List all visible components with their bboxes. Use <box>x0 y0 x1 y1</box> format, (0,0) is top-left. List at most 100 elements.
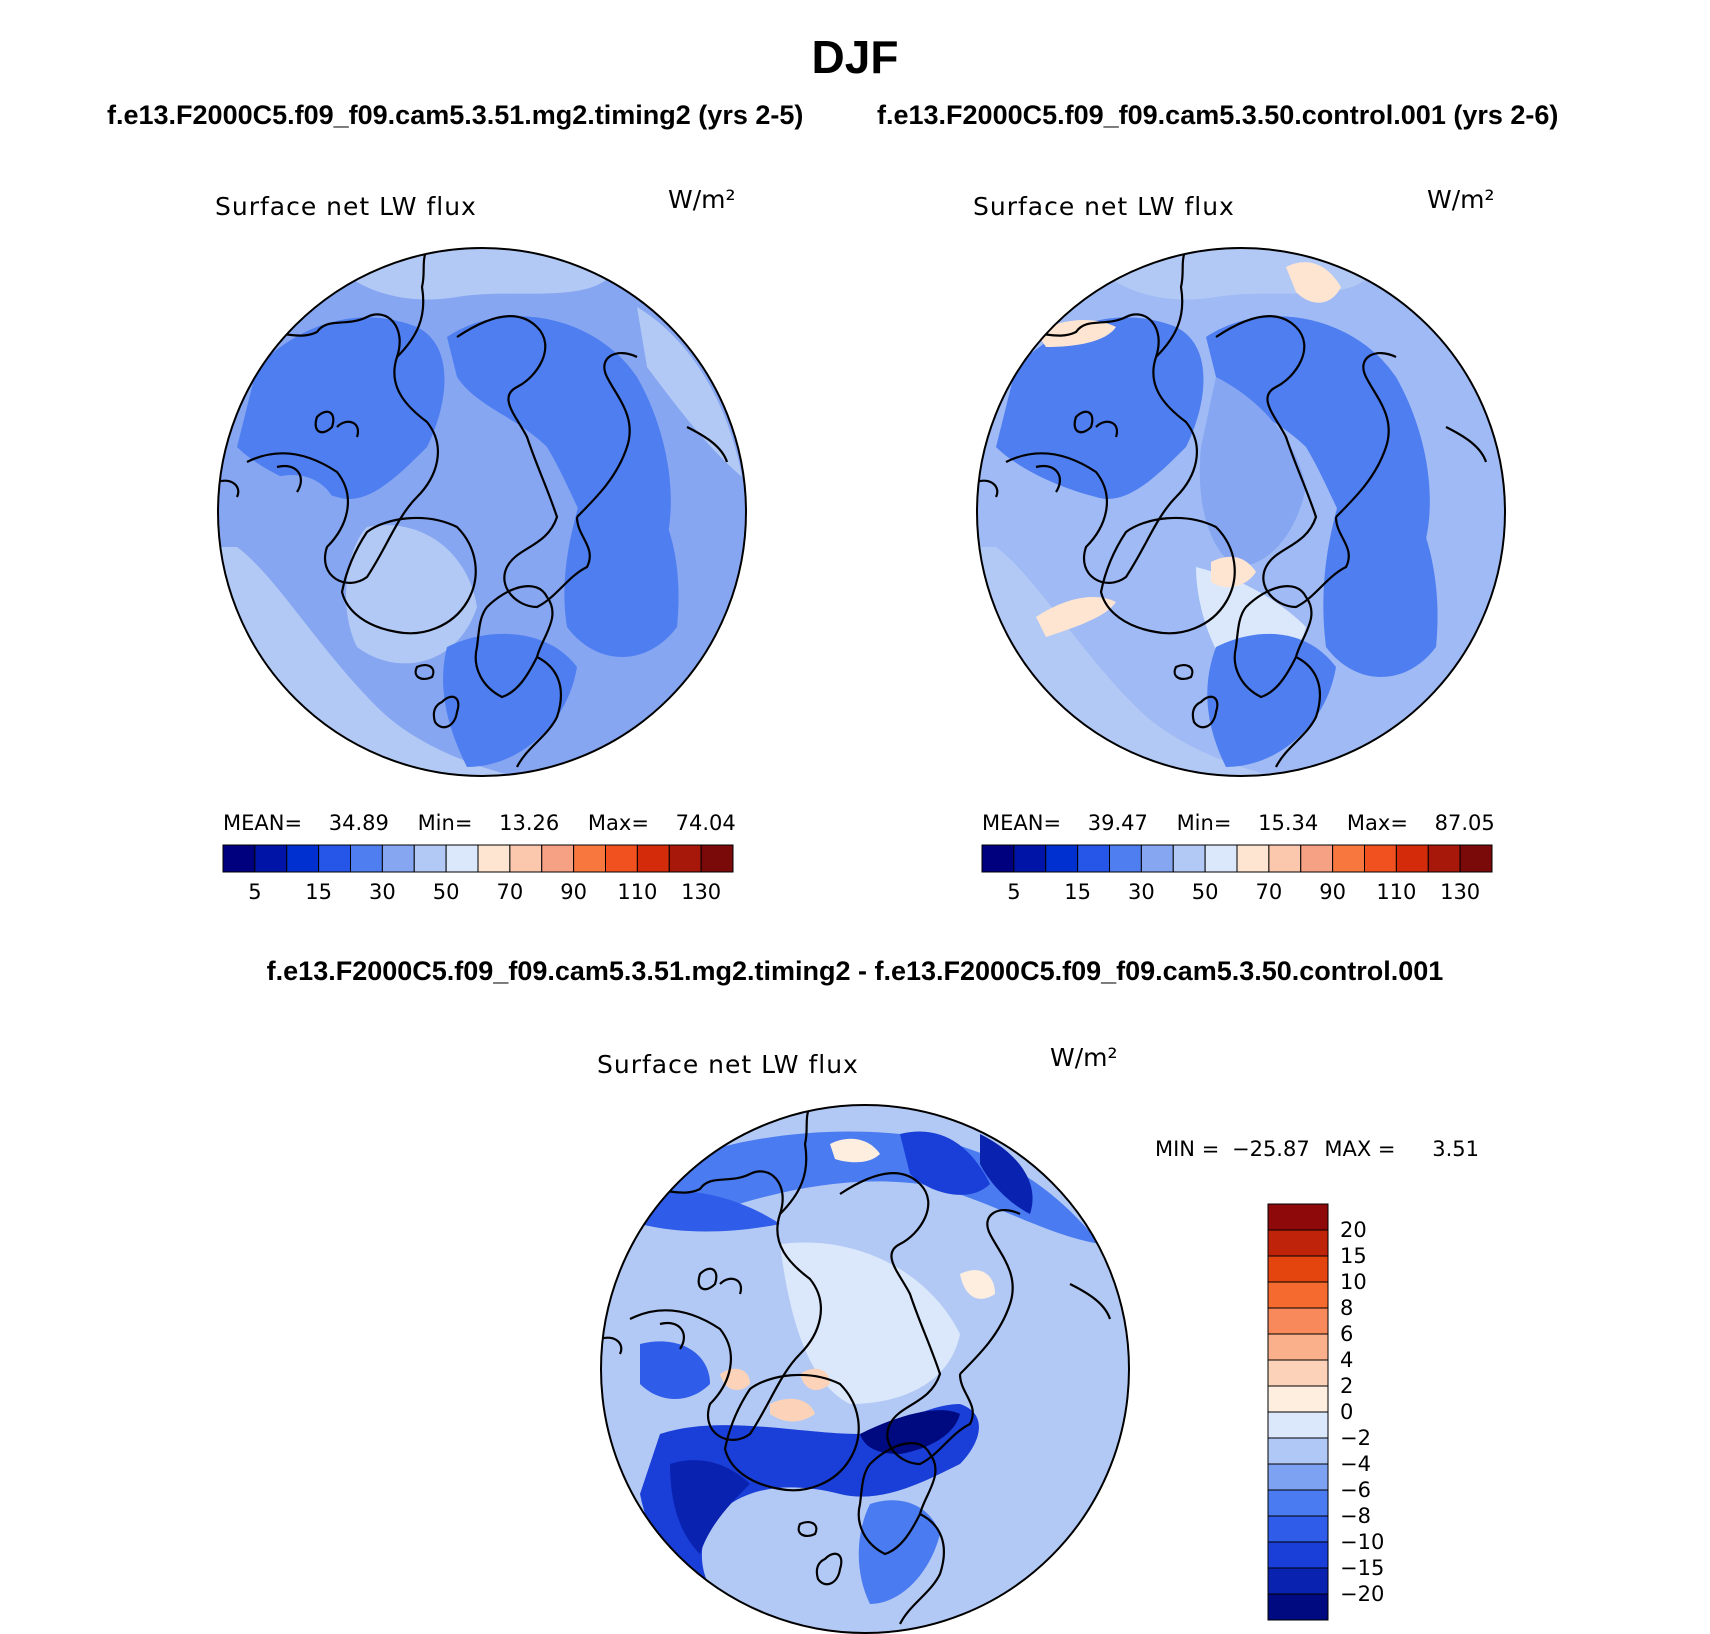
test-region-greenland-sea <box>346 525 477 664</box>
test-colorbar-box <box>573 844 606 873</box>
control-min-label: Min= <box>1176 811 1232 835</box>
test-colorbar-tick-label: 130 <box>681 880 722 904</box>
test-colorbar-box <box>413 844 447 873</box>
test-colorbar-box <box>636 844 670 873</box>
test-case-title: f.e13.F2000C5.f09_f09.cam5.3.51.mg2.timi… <box>107 100 804 130</box>
difference-units-label: W/m² <box>1050 1043 1118 1072</box>
difference-colorbar-tick-label: 8 <box>1340 1296 1354 1320</box>
difference-colorbar-box <box>1267 1463 1329 1491</box>
diff-region-arctic <box>780 1242 960 1404</box>
test-colorbar-box <box>605 844 638 873</box>
control-colorbar-tick-label: 110 <box>1376 880 1417 904</box>
test-region-east-pacific <box>637 307 742 477</box>
test-colorbar-box <box>477 844 511 873</box>
control-colorbar-tick-label: 50 <box>1191 880 1219 904</box>
control-colorbar-box <box>1364 844 1397 873</box>
control-mean-label: MEAN= <box>982 811 1062 835</box>
control-colorbar-box <box>1268 844 1302 873</box>
difference-colorbar-box <box>1267 1489 1329 1517</box>
test-colorbar-box <box>541 844 575 873</box>
difference-colorbar-tick-label: 15 <box>1340 1244 1367 1268</box>
difference-colorbar-tick-label: −20 <box>1340 1582 1385 1606</box>
figure-title: DJF <box>811 31 899 83</box>
difference-colorbar-ticks: −20 −15 −10 −8 −6 −4 −2 0 2 4 6 8 10 15 20 <box>1340 1204 1410 1620</box>
difference-variable-label: Surface net LW flux <box>597 1050 859 1079</box>
test-mean-value: 34.89 <box>328 811 389 835</box>
test-colorbar-box <box>350 844 383 873</box>
control-colorbar-box <box>1172 844 1206 873</box>
test-colorbar-box <box>222 844 256 873</box>
difference-colorbar <box>1267 1203 1329 1621</box>
control-colorbar-tick-label: 90 <box>1319 880 1346 904</box>
difference-colorbar-tick-label: 0 <box>1340 1400 1354 1424</box>
test-colorbar-tick-label: 15 <box>305 880 332 904</box>
control-colorbar-box <box>1459 844 1493 873</box>
difference-colorbar-tick-label: −2 <box>1340 1426 1371 1450</box>
control-polar-map <box>976 247 1506 777</box>
difference-colorbar-tick-label: 6 <box>1340 1322 1354 1346</box>
test-min-value: 13.26 <box>499 811 560 835</box>
control-colorbar-box <box>1077 844 1110 873</box>
test-region-hudson <box>272 475 339 548</box>
test-colorbar-tick-label: 110 <box>617 880 658 904</box>
test-colorbar-tick-label: 30 <box>369 880 396 904</box>
control-variable-label: Surface net LW flux <box>973 192 1235 221</box>
difference-colorbar-box <box>1267 1385 1329 1413</box>
control-region-europe <box>1207 633 1336 767</box>
control-colorbar-box <box>1140 844 1174 873</box>
test-colorbar-box <box>254 844 288 873</box>
difference-colorbar-tick-label: −4 <box>1340 1452 1371 1476</box>
difference-colorbar-box <box>1267 1333 1329 1361</box>
difference-colorbar-box <box>1267 1255 1329 1283</box>
difference-colorbar-tick-label: 2 <box>1340 1374 1354 1398</box>
control-colorbar-ticks: 5 15 30 50 70 90 110 130 <box>982 880 1492 906</box>
control-stats: MEAN= 39.47 Min= 15.34 Max= 87.05 <box>982 811 1495 835</box>
diff-region-warm-siberia <box>960 1270 995 1299</box>
difference-colorbar-box <box>1267 1203 1329 1231</box>
control-colorbar-box <box>1427 844 1461 873</box>
control-region-eurasia-south <box>1323 447 1438 677</box>
difference-colorbar-box <box>1267 1593 1329 1621</box>
control-warm-barents <box>1211 556 1256 588</box>
diff-region-warm-greenland <box>770 1398 815 1422</box>
test-colorbar-tick-label: 5 <box>248 880 262 904</box>
difference-colorbar-tick-label: −15 <box>1340 1556 1385 1580</box>
test-min-label: Min= <box>417 811 473 835</box>
control-case-title: f.e13.F2000C5.f09_f09.cam5.3.50.control.… <box>877 100 1559 130</box>
test-variable-label: Surface net LW flux <box>215 192 477 221</box>
difference-colorbar-box <box>1267 1281 1329 1309</box>
test-colorbar-box <box>509 844 543 873</box>
difference-colorbar-tick-label: −10 <box>1340 1530 1385 1554</box>
control-colorbar-tick-label: 130 <box>1440 880 1481 904</box>
control-mean-value: 39.47 <box>1087 811 1148 835</box>
control-colorbar-box <box>1109 844 1142 873</box>
difference-min-label: MIN = <box>1155 1137 1220 1161</box>
diff-region-europe <box>858 1500 940 1604</box>
control-warm-labrador <box>1036 597 1116 637</box>
control-colorbar-tick-label: 30 <box>1128 880 1155 904</box>
test-colorbar-box <box>700 844 734 873</box>
difference-title: f.e13.F2000C5.f09_f09.cam5.3.51.mg2.timi… <box>266 956 1444 986</box>
test-max-label: Max= <box>587 811 649 835</box>
control-colorbar-box <box>1013 844 1047 873</box>
test-coastlines <box>218 248 729 768</box>
diff-region-kamchatka <box>980 1134 1033 1214</box>
test-colorbar-tick-label: 70 <box>496 880 524 904</box>
control-colorbar <box>981 844 1493 873</box>
control-colorbar-box <box>1332 844 1365 873</box>
difference-colorbar-box <box>1267 1307 1329 1335</box>
difference-coastlines <box>601 1105 1112 1625</box>
difference-colorbar-tick-label: −6 <box>1340 1478 1371 1502</box>
control-coastlines <box>977 248 1488 768</box>
difference-colorbar-tick-label: −8 <box>1340 1504 1371 1528</box>
control-max-label: Max= <box>1346 811 1408 835</box>
test-colorbar-box <box>286 844 320 873</box>
difference-max-label: MAX = <box>1324 1137 1396 1161</box>
difference-max-value: 3.51 <box>1432 1137 1479 1161</box>
test-max-value: 74.04 <box>675 811 736 835</box>
control-colorbar-box <box>1300 844 1334 873</box>
diff-region-barents-strong <box>860 1410 960 1454</box>
difference-polar-map <box>600 1104 1130 1634</box>
test-polar-map <box>217 247 747 777</box>
test-colorbar-tick-label: 90 <box>560 880 587 904</box>
